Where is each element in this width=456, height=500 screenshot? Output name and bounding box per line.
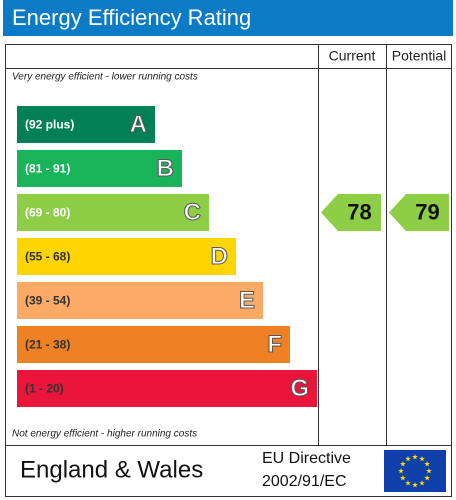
eu-stars	[398, 454, 432, 488]
frame	[5, 44, 452, 497]
band-bar	[17, 194, 209, 231]
band-bar	[17, 326, 290, 363]
band-bar	[17, 282, 263, 319]
band-letter: G	[290, 375, 309, 402]
band-range: (21 - 38)	[25, 338, 70, 352]
column-header: Current	[329, 48, 376, 64]
eu-star	[405, 480, 411, 486]
eu-star	[405, 455, 411, 462]
band-range: (69 - 80)	[25, 206, 70, 220]
rating-arrow	[389, 194, 449, 231]
title-bar	[3, 0, 453, 36]
rating-arrow	[321, 194, 381, 231]
column-header: Potential	[392, 48, 446, 64]
band-range: (55 - 68)	[25, 250, 70, 264]
eu-star	[424, 475, 430, 481]
eu-star	[412, 454, 418, 460]
band-letter: A	[130, 111, 147, 138]
band-range: (39 - 54)	[25, 294, 70, 308]
rating-value: 79	[415, 199, 439, 224]
eu-star	[412, 482, 418, 488]
band-range: (92 plus)	[25, 118, 74, 132]
band-bar	[17, 238, 236, 275]
band-bar	[17, 106, 155, 143]
band-letter: F	[267, 331, 282, 358]
band-bar	[17, 150, 182, 187]
eu-star	[419, 455, 425, 462]
title: Energy Efficiency Rating	[12, 5, 251, 30]
bottom-note: Not energy efficient - higher running co…	[12, 429, 197, 440]
band-range: (81 - 91)	[25, 162, 70, 176]
rating-value: 78	[347, 199, 371, 224]
eu-star	[398, 468, 404, 474]
band-letter: D	[211, 243, 228, 270]
eu-star	[400, 475, 406, 481]
band-letter: B	[157, 155, 174, 182]
eu-star	[424, 461, 430, 467]
eu-star	[419, 480, 425, 486]
directive: 2002/91/EC	[262, 473, 347, 490]
band-range: (1 - 20)	[25, 382, 64, 396]
band-letter: C	[184, 199, 201, 226]
eu-star	[400, 461, 406, 467]
top-note: Very energy efficient - lower running co…	[12, 72, 198, 83]
region: England & Wales	[20, 456, 203, 483]
band-bar	[17, 370, 317, 407]
directive: EU Directive	[262, 450, 351, 467]
eu-star	[426, 468, 432, 474]
band-letter: E	[239, 287, 255, 314]
